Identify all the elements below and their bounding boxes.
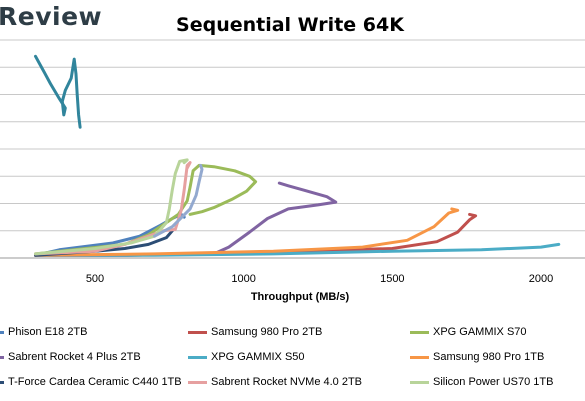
- x-axis-label: Throughput (MB/s): [250, 291, 350, 303]
- legend-swatch: [0, 356, 4, 359]
- legend-label: Samsung 980 Pro 2TB: [211, 326, 323, 338]
- legend-label: XPG GAMMIX S70: [433, 326, 527, 338]
- legend-swatch: [410, 356, 429, 359]
- x-tick-label: 1000: [231, 273, 255, 285]
- legend-swatch: [410, 331, 429, 334]
- series-line: [34, 163, 258, 256]
- legend-label: Silicon Power US70 1TB: [433, 376, 554, 388]
- legend-swatch: [0, 381, 4, 384]
- series-line: [34, 158, 189, 256]
- line-chart: 500 1000 1500 2000: [0, 39, 585, 285]
- legend-label: Samsung 980 Pro 1TB: [433, 351, 545, 363]
- x-tick-label: 1500: [380, 273, 404, 285]
- x-tick-label: 2000: [529, 273, 553, 285]
- brand-logo: Review: [0, 2, 103, 31]
- series-line: [34, 207, 460, 257]
- series-line: [153, 163, 204, 238]
- legend-swatch: [410, 381, 429, 384]
- legend-swatch: [188, 331, 207, 334]
- chart-legend: Phison E18 2TB Sabrent Rocket 4 Plus 2TB T…: [0, 320, 585, 401]
- legend-label: Sabrent Rocket NVMe 4.0 2TB: [211, 376, 363, 388]
- legend-swatch: [188, 381, 207, 384]
- legend-label: T-Force Cardea Ceramic C440 1TB: [8, 376, 182, 388]
- chart-title: Sequential Write 64K: [176, 14, 404, 36]
- series-line: [34, 54, 82, 129]
- x-tick-label: 500: [86, 273, 104, 285]
- legend-label: Sabrent Rocket 4 Plus 2TB: [8, 351, 141, 363]
- legend-swatch: [0, 331, 4, 334]
- legend-label: Phison E18 2TB: [8, 326, 88, 338]
- legend-label: XPG GAMMIX S50: [211, 351, 305, 363]
- series-line: [34, 181, 338, 257]
- legend-swatch: [188, 356, 207, 359]
